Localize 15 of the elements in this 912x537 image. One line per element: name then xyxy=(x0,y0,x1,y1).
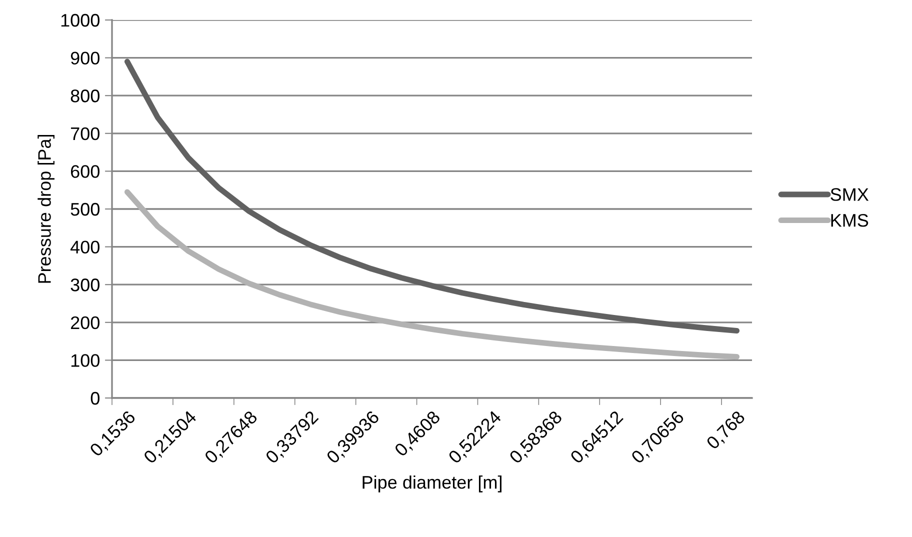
y-tick-label: 0 xyxy=(90,392,100,405)
legend-label: SMX xyxy=(830,188,869,201)
y-tick-label: 600 xyxy=(70,165,100,178)
legend-label: KMS xyxy=(831,214,868,227)
y-tick-label: 400 xyxy=(70,240,100,254)
y-tick-label: 1000 xyxy=(61,14,100,27)
y-tick-label: 700 xyxy=(71,127,100,140)
y-tick-label: 500 xyxy=(70,202,100,216)
y-tick-label: 800 xyxy=(70,90,100,102)
y-tick-label: 200 xyxy=(70,316,100,330)
y-tick-label: 300 xyxy=(70,278,100,292)
x-axis-title: Pipe diameter [m] xyxy=(362,475,502,492)
y-tick-label: 900 xyxy=(70,52,100,65)
y-tick-label: 100 xyxy=(71,354,100,367)
y-axis-title: Pressure drop [Pa] xyxy=(38,135,54,283)
